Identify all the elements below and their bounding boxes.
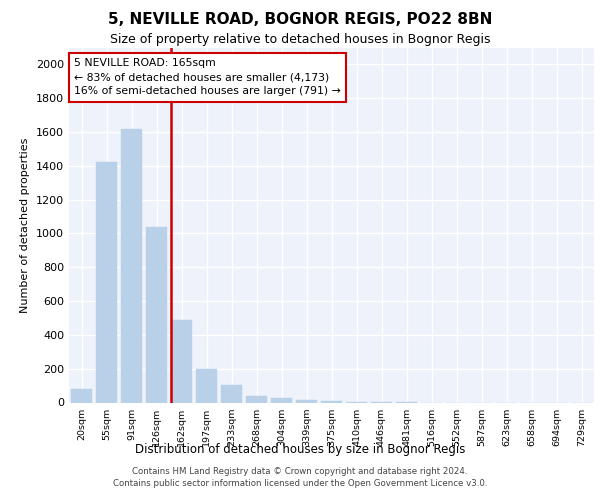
Bar	[96, 162, 117, 402]
Y-axis label: Number of detached properties: Number of detached properties	[20, 138, 31, 312]
Bar	[146, 226, 167, 402]
Text: Size of property relative to detached houses in Bognor Regis: Size of property relative to detached ho…	[110, 32, 490, 46]
Bar	[271, 398, 292, 402]
Bar	[71, 389, 92, 402]
Text: Contains HM Land Registry data © Crown copyright and database right 2024.: Contains HM Land Registry data © Crown c…	[132, 467, 468, 476]
Bar	[171, 320, 192, 402]
Bar	[121, 128, 142, 402]
Text: Distribution of detached houses by size in Bognor Regis: Distribution of detached houses by size …	[135, 442, 465, 456]
Bar	[296, 400, 317, 402]
Text: 5, NEVILLE ROAD, BOGNOR REGIS, PO22 8BN: 5, NEVILLE ROAD, BOGNOR REGIS, PO22 8BN	[108, 12, 492, 28]
Bar	[321, 401, 342, 402]
Bar	[221, 385, 242, 402]
Text: Contains public sector information licensed under the Open Government Licence v3: Contains public sector information licen…	[113, 478, 487, 488]
Text: 5 NEVILLE ROAD: 165sqm
← 83% of detached houses are smaller (4,173)
16% of semi-: 5 NEVILLE ROAD: 165sqm ← 83% of detached…	[74, 58, 341, 96]
Bar	[246, 396, 267, 402]
Bar	[196, 368, 217, 402]
